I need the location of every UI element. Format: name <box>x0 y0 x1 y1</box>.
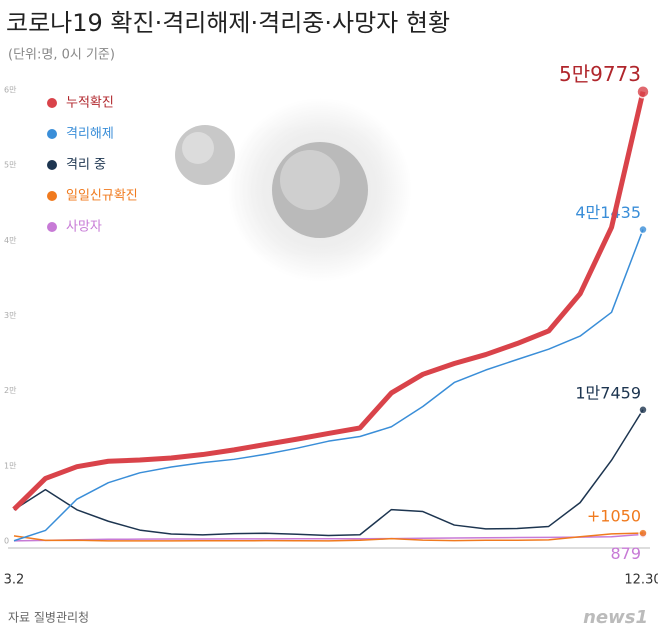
logo: news1 <box>583 607 648 628</box>
end-point <box>638 528 648 538</box>
end-label: 4만1435 <box>575 203 641 222</box>
y-tick-label: 1만 <box>4 461 17 470</box>
end-label: +1050 <box>587 507 641 526</box>
end-point <box>638 224 648 235</box>
legend-marker <box>47 191 57 201</box>
y-tick-label: 4만 <box>4 236 17 245</box>
legend-label: 일일신규확진 <box>66 189 138 204</box>
y-tick-label: 5만 <box>4 161 17 170</box>
end-point <box>636 84 650 99</box>
legend-label: 누적확진 <box>66 96 114 111</box>
y-tick-label: 6만 <box>4 86 17 95</box>
chart-subtitle: (단위:명, 0시 기준) <box>8 48 115 63</box>
y-tick-label: 3만 <box>4 311 17 320</box>
y-tick-label: 2만 <box>4 386 17 395</box>
virus-illustration <box>175 98 412 282</box>
end-point <box>638 405 648 415</box>
x-tick-label: 12.30 <box>624 573 658 588</box>
legend-marker <box>47 160 57 170</box>
end-label: 879 <box>610 544 641 563</box>
line <box>13 532 644 542</box>
line <box>13 409 644 537</box>
x-tick-label: 3.2 <box>4 573 25 588</box>
legend-label: 사망자 <box>66 220 102 235</box>
legend-label: 격리해제 <box>66 127 114 142</box>
legend-marker <box>47 98 57 108</box>
legend-marker <box>47 129 57 139</box>
line <box>13 533 644 542</box>
line <box>12 91 646 512</box>
legend-label: 격리 중 <box>66 158 106 173</box>
source: 자료 질병관리청 <box>8 611 89 625</box>
chart-title: 코로나19 확진·격리해제·격리중·사망자 현황 <box>6 9 450 37</box>
legend-marker <box>47 222 57 232</box>
end-label: 1만7459 <box>575 383 641 402</box>
y-tick-label: 0 <box>4 537 9 546</box>
line <box>13 229 644 542</box>
end-label: 5만9773 <box>559 62 641 86</box>
